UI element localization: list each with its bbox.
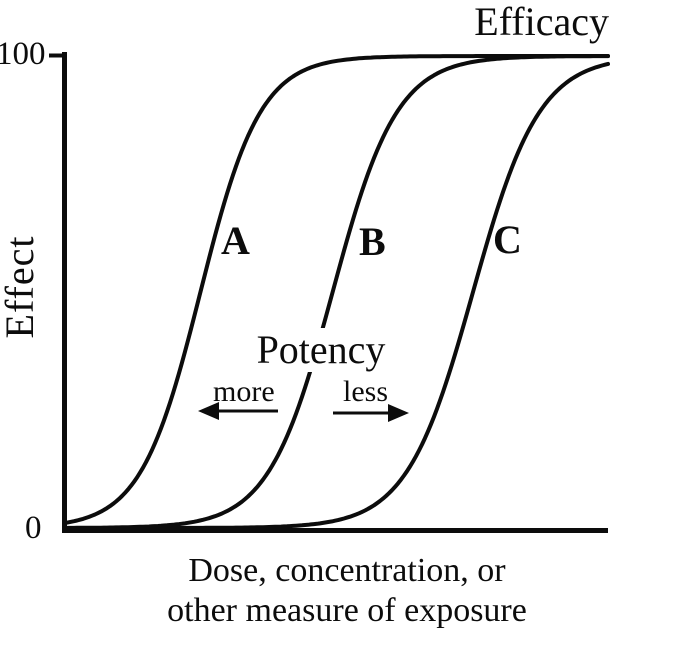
y-axis-title: Effect: [0, 235, 42, 339]
potency-less-label: less: [343, 375, 388, 408]
efficacy-label: Efficacy: [474, 0, 609, 44]
x-axis-title-line1: Dose, concentration, or: [188, 552, 506, 589]
y-tick-100: 100: [0, 36, 46, 72]
curve-c-label: C: [493, 217, 522, 262]
curve-a: [63, 54, 610, 525]
y-tick-0: 0: [25, 510, 42, 546]
potency-more-arrow: [198, 402, 278, 420]
curve-b-label: B: [359, 219, 386, 264]
curve-c: [63, 61, 610, 530]
potency-more-label: more: [213, 375, 275, 408]
curve-a-label: A: [221, 218, 250, 263]
arrowhead-right-icon: [388, 404, 409, 422]
x-axis-title-line2: other measure of exposure: [167, 592, 527, 629]
arrowhead-left-icon: [198, 402, 219, 420]
potency-less-arrow: [333, 404, 409, 422]
potency-label: Potency: [248, 328, 394, 372]
x-axis-title: Dose, concentration, or other measure of…: [167, 551, 527, 631]
